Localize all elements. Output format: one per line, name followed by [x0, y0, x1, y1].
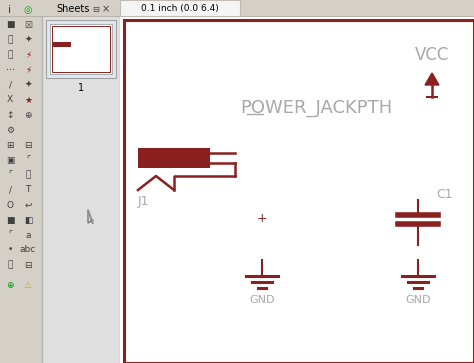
Polygon shape: [88, 210, 93, 224]
Text: ⚠: ⚠: [24, 281, 32, 290]
Text: ↩: ↩: [24, 200, 32, 209]
Bar: [0, 0, 42, 363]
Text: ⚡: ⚡: [25, 65, 31, 74]
Bar: [50, 24, 112, 74]
Bar: [120, 0, 240, 16]
Text: ★: ★: [24, 95, 32, 105]
Text: +: +: [257, 212, 267, 224]
Text: ⊟: ⊟: [24, 140, 32, 150]
Text: ⬜: ⬜: [7, 261, 13, 269]
Text: Sheets: Sheets: [56, 4, 90, 14]
Text: ☒: ☒: [24, 20, 32, 29]
Text: ◧: ◧: [24, 216, 32, 224]
Text: ▣: ▣: [6, 155, 14, 164]
Text: GND: GND: [249, 295, 275, 305]
Text: ⌜: ⌜: [26, 155, 30, 164]
Polygon shape: [425, 73, 439, 85]
Text: ⊕: ⊕: [24, 110, 32, 119]
Text: ×: ×: [102, 4, 110, 14]
Bar: [42, 0, 120, 363]
Text: ⌜: ⌜: [8, 171, 12, 179]
Text: ⚡: ⚡: [25, 50, 31, 60]
Text: VCC: VCC: [415, 46, 449, 64]
Text: 0.1 inch (0.0 6.4): 0.1 inch (0.0 6.4): [141, 4, 219, 13]
Bar: [53, 42, 71, 47]
Text: ⊟: ⊟: [24, 261, 32, 269]
Text: abc: abc: [20, 245, 36, 254]
Text: O: O: [7, 200, 13, 209]
Text: ⊞: ⊞: [6, 140, 14, 150]
Text: ↕: ↕: [6, 110, 14, 119]
Text: /: /: [9, 185, 11, 195]
Text: /: /: [9, 81, 11, 90]
Text: J1: J1: [138, 196, 149, 208]
Text: ⊟: ⊟: [92, 4, 99, 13]
Text: ✦: ✦: [24, 36, 32, 45]
Text: ✦: ✦: [24, 81, 32, 90]
Bar: [138, 148, 210, 168]
Text: i: i: [9, 5, 11, 15]
Text: T: T: [25, 185, 31, 195]
Text: ⚙: ⚙: [6, 126, 14, 135]
Text: 1: 1: [78, 83, 84, 93]
Text: GND: GND: [405, 295, 431, 305]
Text: ■: ■: [6, 216, 14, 224]
Text: X: X: [7, 95, 13, 105]
Text: ■: ■: [6, 20, 14, 29]
Bar: [52, 26, 110, 72]
Text: a: a: [25, 231, 31, 240]
Text: ⊕: ⊕: [6, 281, 14, 290]
Bar: [120, 16, 474, 363]
Text: ⌸: ⌸: [25, 171, 31, 179]
Text: •: •: [7, 245, 13, 254]
Text: C1: C1: [436, 188, 453, 201]
Text: ◎: ◎: [24, 5, 32, 15]
Text: ⌜: ⌜: [8, 231, 12, 240]
Text: ⋯: ⋯: [6, 65, 15, 74]
Text: ⬜: ⬜: [7, 36, 13, 45]
Bar: [46, 20, 116, 78]
Bar: [0, 0, 474, 16]
Text: POWER_JACKPTH: POWER_JACKPTH: [240, 99, 392, 117]
Bar: [124, 20, 474, 363]
Text: ⭕: ⭕: [7, 50, 13, 60]
